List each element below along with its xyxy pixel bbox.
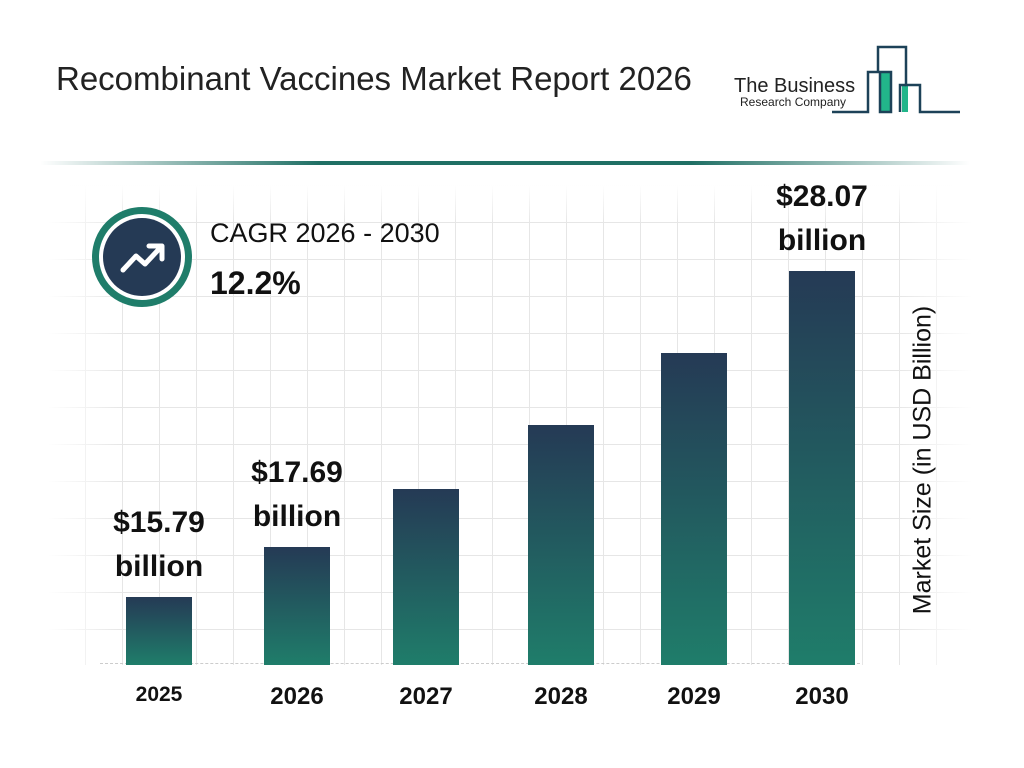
svg-text:Research Company: Research Company — [740, 95, 846, 109]
data-label-value: $28.07 — [776, 180, 868, 214]
page-title: Recombinant Vaccines Market Report 2026 — [56, 60, 692, 97]
x-tick-label: 2027 — [399, 683, 453, 710]
data-label-value: $17.69 — [251, 455, 343, 489]
x-tick-label: 2030 — [795, 683, 849, 710]
company-logo: The Business Research Company — [734, 45, 960, 114]
bar-2029 — [661, 353, 727, 665]
cagr-value: 12.2% — [210, 265, 301, 301]
data-label-value: $15.79 — [113, 505, 205, 539]
y-axis-label: Market Size (in USD Billion) — [908, 305, 937, 615]
x-axis-baseline — [100, 663, 860, 664]
data-label-unit: billion — [777, 224, 867, 258]
data-label-unit: billion — [114, 549, 204, 583]
x-tick-label: 2028 — [534, 683, 588, 710]
cagr-badge — [92, 207, 192, 307]
data-label-2030: $28.07 billion — [742, 175, 902, 263]
data-label-2025: $15.79 billion — [79, 501, 239, 589]
bar-2028 — [528, 425, 594, 665]
bar-2027 — [393, 489, 459, 665]
data-label-unit: billion — [252, 499, 342, 533]
bar-2025 — [126, 596, 192, 665]
svg-text:The Business: The Business — [734, 75, 855, 97]
x-tick-label: 2026 — [270, 683, 324, 710]
x-tick-label: 2029 — [667, 683, 721, 710]
cagr-label: CAGR 2026 - 2030 — [210, 218, 440, 248]
title-divider — [40, 161, 970, 165]
bar-2030 — [789, 271, 855, 665]
trending-up-icon — [120, 243, 165, 273]
data-label-2026: $17.69 billion — [217, 451, 377, 539]
x-tick-label: 2025 — [135, 683, 183, 706]
bar-2026 — [264, 546, 330, 665]
